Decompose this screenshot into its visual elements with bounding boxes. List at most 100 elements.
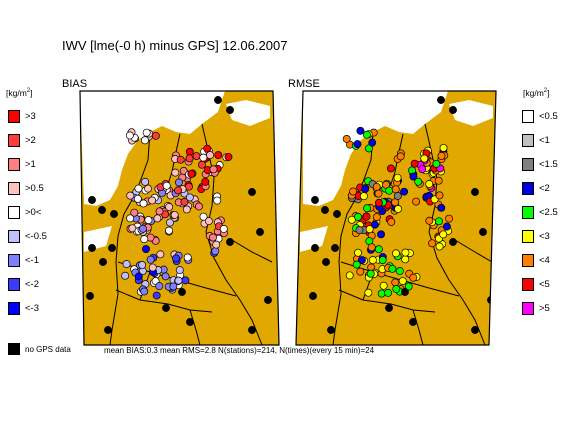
station-marker xyxy=(412,197,421,206)
station-marker xyxy=(166,218,174,227)
bias-legend-label: <-1 xyxy=(25,255,39,266)
station-marker xyxy=(182,205,191,214)
rmse-legend-item: <3 xyxy=(522,229,550,244)
station-marker xyxy=(140,287,149,296)
bias-legend-swatch xyxy=(8,278,20,291)
station-marker xyxy=(212,240,221,249)
bias-legend-swatch xyxy=(8,182,20,195)
station-marker xyxy=(138,224,147,233)
station-marker xyxy=(439,230,448,239)
station-marker xyxy=(226,106,234,114)
station-marker xyxy=(349,187,358,196)
bias-legend-label: <-0.5 xyxy=(25,231,47,242)
station-marker xyxy=(201,177,210,186)
unit-exponent: 2 xyxy=(543,88,548,95)
bias-legend-label: <-3 xyxy=(25,303,39,314)
station-marker xyxy=(442,222,451,231)
station-marker xyxy=(435,242,444,251)
station-marker xyxy=(122,260,131,269)
rmse-map-frame xyxy=(295,90,497,346)
station-marker xyxy=(126,214,135,223)
rmse-legend-item: <5 xyxy=(522,277,550,292)
station-marker xyxy=(400,187,409,196)
station-marker xyxy=(342,134,351,143)
station-marker xyxy=(425,180,434,188)
station-marker xyxy=(362,212,371,221)
station-marker xyxy=(359,192,368,201)
station-marker xyxy=(479,228,487,236)
station-marker xyxy=(162,304,170,312)
rmse-legend-swatch xyxy=(522,254,534,267)
station-marker xyxy=(387,217,396,226)
station-marker xyxy=(138,261,147,269)
station-marker xyxy=(321,206,329,214)
rmse-legend-swatch xyxy=(522,278,534,291)
baltic-sea xyxy=(226,100,270,126)
station-marker xyxy=(366,269,375,278)
unit-exponent: 2 xyxy=(26,88,31,95)
station-marker xyxy=(214,151,223,160)
station-marker xyxy=(388,264,397,273)
station-marker xyxy=(174,178,183,187)
station-marker xyxy=(144,216,153,225)
station-marker xyxy=(432,159,441,168)
station-marker xyxy=(206,151,215,160)
station-marker xyxy=(435,191,444,200)
bias-legend-item: >2 xyxy=(8,133,36,148)
bias-legend-label: >3 xyxy=(25,111,36,122)
station-marker xyxy=(185,154,194,163)
station-marker xyxy=(363,204,372,213)
station-marker xyxy=(434,176,443,185)
station-marker xyxy=(183,253,192,262)
no-gps-legend: no GPS data xyxy=(8,343,71,355)
station-marker xyxy=(367,243,376,252)
station-marker xyxy=(199,153,208,162)
station-marker xyxy=(437,151,446,160)
rmse-legend-label: <4 xyxy=(539,255,550,266)
rmse-panel-label: RMSE xyxy=(288,78,320,90)
station-marker xyxy=(356,267,365,276)
station-marker xyxy=(186,318,194,326)
rmse-legend-swatch xyxy=(522,134,534,147)
rmse-legend-item: <1.5 xyxy=(522,157,558,172)
station-marker xyxy=(178,288,186,296)
unit-close: ] xyxy=(547,88,550,98)
rmse-legend-item: >5 xyxy=(522,301,550,316)
station-marker xyxy=(171,168,180,177)
station-marker xyxy=(141,177,150,186)
station-marker xyxy=(134,272,143,281)
station-marker xyxy=(374,198,383,207)
station-marker xyxy=(204,217,213,226)
bias-legend-item: <-2 xyxy=(8,277,39,292)
station-marker xyxy=(248,326,256,334)
north-sea xyxy=(303,91,448,206)
station-marker xyxy=(439,143,448,152)
station-marker xyxy=(199,212,208,221)
station-marker xyxy=(356,126,365,135)
station-marker xyxy=(169,282,178,291)
station-marker xyxy=(155,207,164,216)
bias-legend-item: <-0.5 xyxy=(8,229,47,244)
station-marker xyxy=(353,140,362,149)
station-marker xyxy=(88,244,96,252)
station-marker xyxy=(192,152,201,160)
station-marker xyxy=(187,169,196,178)
station-marker xyxy=(393,192,402,200)
rmse-legend-item: <2.5 xyxy=(522,205,558,220)
bias-legend-swatch xyxy=(8,158,20,171)
station-marker xyxy=(311,196,319,204)
station-marker xyxy=(185,193,194,202)
station-marker xyxy=(203,144,212,153)
station-marker xyxy=(391,249,400,258)
rmse-legend-label: <0.5 xyxy=(539,111,558,122)
station-marker xyxy=(420,154,429,163)
station-marker xyxy=(98,206,106,214)
bias-legend-swatch xyxy=(8,254,20,267)
station-marker xyxy=(162,181,171,190)
station-marker xyxy=(354,248,362,257)
station-marker xyxy=(185,147,194,156)
station-marker xyxy=(322,258,330,266)
station-marker xyxy=(139,199,148,208)
station-marker xyxy=(219,225,228,233)
bias-map xyxy=(80,91,279,345)
